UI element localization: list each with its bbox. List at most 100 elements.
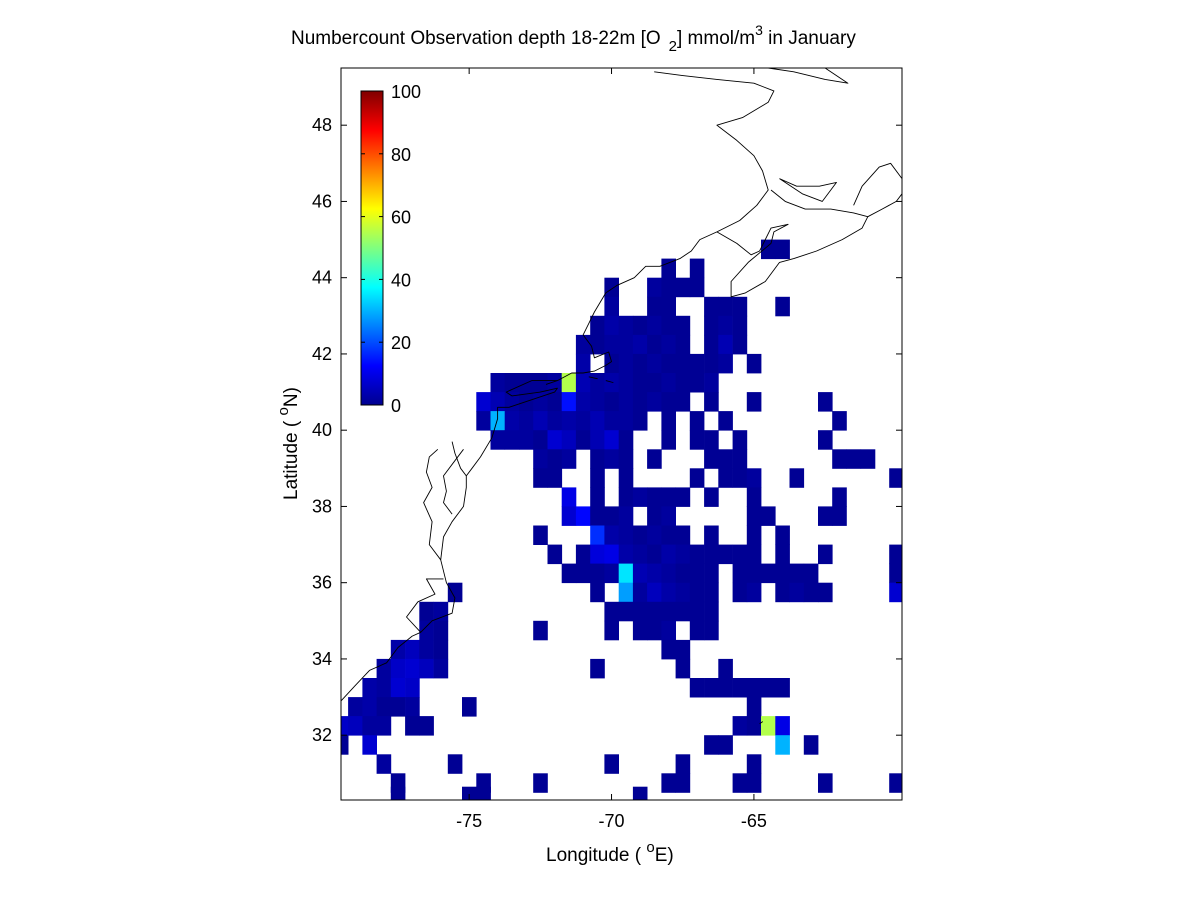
- heatmap-cell: [718, 334, 733, 355]
- heatmap-cell: [632, 487, 648, 507]
- heatmap-cell: [675, 392, 691, 412]
- heatmap-cell: [632, 786, 648, 801]
- heatmap-cell: [661, 258, 676, 279]
- heatmap-cell: [533, 773, 548, 793]
- heatmap-cell: [675, 582, 691, 603]
- heatmap-cell: [718, 735, 733, 755]
- heatmap-cell: [604, 334, 619, 355]
- heatmap-cell: [561, 411, 577, 431]
- heatmap-cell: [376, 716, 392, 736]
- heatmap-cell: [704, 678, 719, 698]
- heatmap-cell: [647, 392, 662, 412]
- heatmap-cell: [447, 582, 463, 603]
- y-tick-label: 40: [312, 420, 332, 440]
- heatmap-cell: [590, 449, 605, 469]
- heatmap-cell: [590, 468, 605, 488]
- heatmap-cell: [746, 392, 762, 412]
- heatmap-cell: [618, 544, 634, 565]
- heatmap-cell: [647, 525, 662, 545]
- heatmap-cell: [604, 601, 619, 622]
- heatmap-cell: [390, 697, 406, 717]
- heatmap-cell: [761, 506, 776, 526]
- heatmap-cell: [718, 315, 733, 336]
- coastline-segment: [340, 71, 775, 702]
- heatmap-cell: [533, 373, 548, 393]
- coastline-segment: [605, 380, 614, 383]
- heatmap-cell: [746, 716, 762, 736]
- heatmap-cell: [803, 582, 819, 603]
- heatmap-cell: [661, 601, 676, 622]
- heatmap-cell: [376, 754, 392, 774]
- heatmap-cell: [689, 468, 705, 488]
- heatmap-cell: [675, 525, 691, 545]
- heatmap-cell: [732, 430, 748, 450]
- heatmap-cell: [547, 544, 563, 565]
- heatmap-cell: [590, 334, 605, 355]
- heatmap-cell: [675, 754, 691, 774]
- heatmap-cell: [575, 544, 591, 565]
- heatmap-cell: [632, 582, 648, 603]
- heatmap-cell: [846, 449, 862, 469]
- heatmap-cell: [647, 277, 662, 298]
- heatmap-cell: [732, 449, 748, 469]
- heatmap-cell: [789, 582, 805, 603]
- y-tick-label: 38: [312, 496, 332, 516]
- heatmap-cell: [732, 773, 748, 793]
- heatmap-cell: [647, 487, 662, 507]
- y-axis: 32 34 36 38 40 42 44 46 48: [312, 115, 902, 745]
- heatmap-cell: [704, 601, 719, 622]
- heatmap-cell: [832, 449, 847, 469]
- heatmap-cell: [405, 658, 420, 679]
- heatmap-cell: [661, 353, 676, 374]
- heatmap-cell: [618, 373, 634, 393]
- heatmap-cell: [533, 430, 548, 450]
- x-axis: -75 -70 -65: [456, 68, 767, 831]
- heatmap-cell: [590, 392, 605, 412]
- heatmap-cell: [618, 392, 634, 412]
- figure-title: Numbercount Observation depth 18-22m [O 2…: [291, 22, 856, 55]
- heatmap-cell: [604, 392, 619, 412]
- heatmap-cell: [732, 716, 748, 736]
- heatmap-cell: [604, 563, 619, 584]
- heatmap-cell: [761, 716, 776, 736]
- colorbar-tick-label: 100: [391, 82, 421, 102]
- heatmap-cell: [689, 678, 705, 698]
- colorbar-tick-label: 40: [391, 270, 411, 290]
- heatmap-cell: [604, 525, 619, 545]
- heatmap-cell: [490, 373, 506, 393]
- heatmap-cell: [718, 411, 733, 431]
- coastline-segment: [406, 578, 444, 633]
- heatmap-cell: [746, 506, 762, 526]
- heatmap-cell: [462, 786, 477, 801]
- heatmap-cell: [547, 468, 563, 488]
- heatmap-cell: [632, 525, 648, 545]
- heatmap-cell: [647, 544, 662, 565]
- heatmap-cell: [519, 411, 534, 431]
- heatmap-cell: [761, 678, 776, 698]
- heatmap-cell: [604, 411, 619, 431]
- heatmap-cell: [433, 601, 449, 622]
- heatmap-cell: [533, 411, 548, 431]
- heatmap-cell: [476, 786, 491, 801]
- heatmap-cell: [376, 678, 392, 698]
- heatmap-cell: [604, 296, 619, 317]
- heatmap-cell: [561, 392, 577, 412]
- heatmap-cell: [575, 411, 591, 431]
- heatmap-cell: [547, 430, 563, 450]
- heatmap-cell: [561, 373, 577, 393]
- heatmap-cell: [590, 544, 605, 565]
- y-tick-label: 46: [312, 191, 332, 211]
- heatmap-cell: [362, 678, 377, 698]
- heatmap-cell: [746, 525, 762, 545]
- heatmap-cell: [419, 620, 434, 641]
- plot-area: -75 -70 -65 32 34 36 38 40 42 44 46 48: [312, 67, 903, 831]
- heatmap-cell: [390, 786, 406, 801]
- heatmap-cell: [647, 353, 662, 374]
- coastline-segment: [779, 178, 837, 202]
- heatmap-cell: [476, 411, 491, 431]
- heatmap-cell: [419, 601, 434, 622]
- heatmap-cell: [732, 582, 748, 603]
- heatmap-cell: [533, 449, 548, 469]
- heatmap-cell: [433, 658, 449, 679]
